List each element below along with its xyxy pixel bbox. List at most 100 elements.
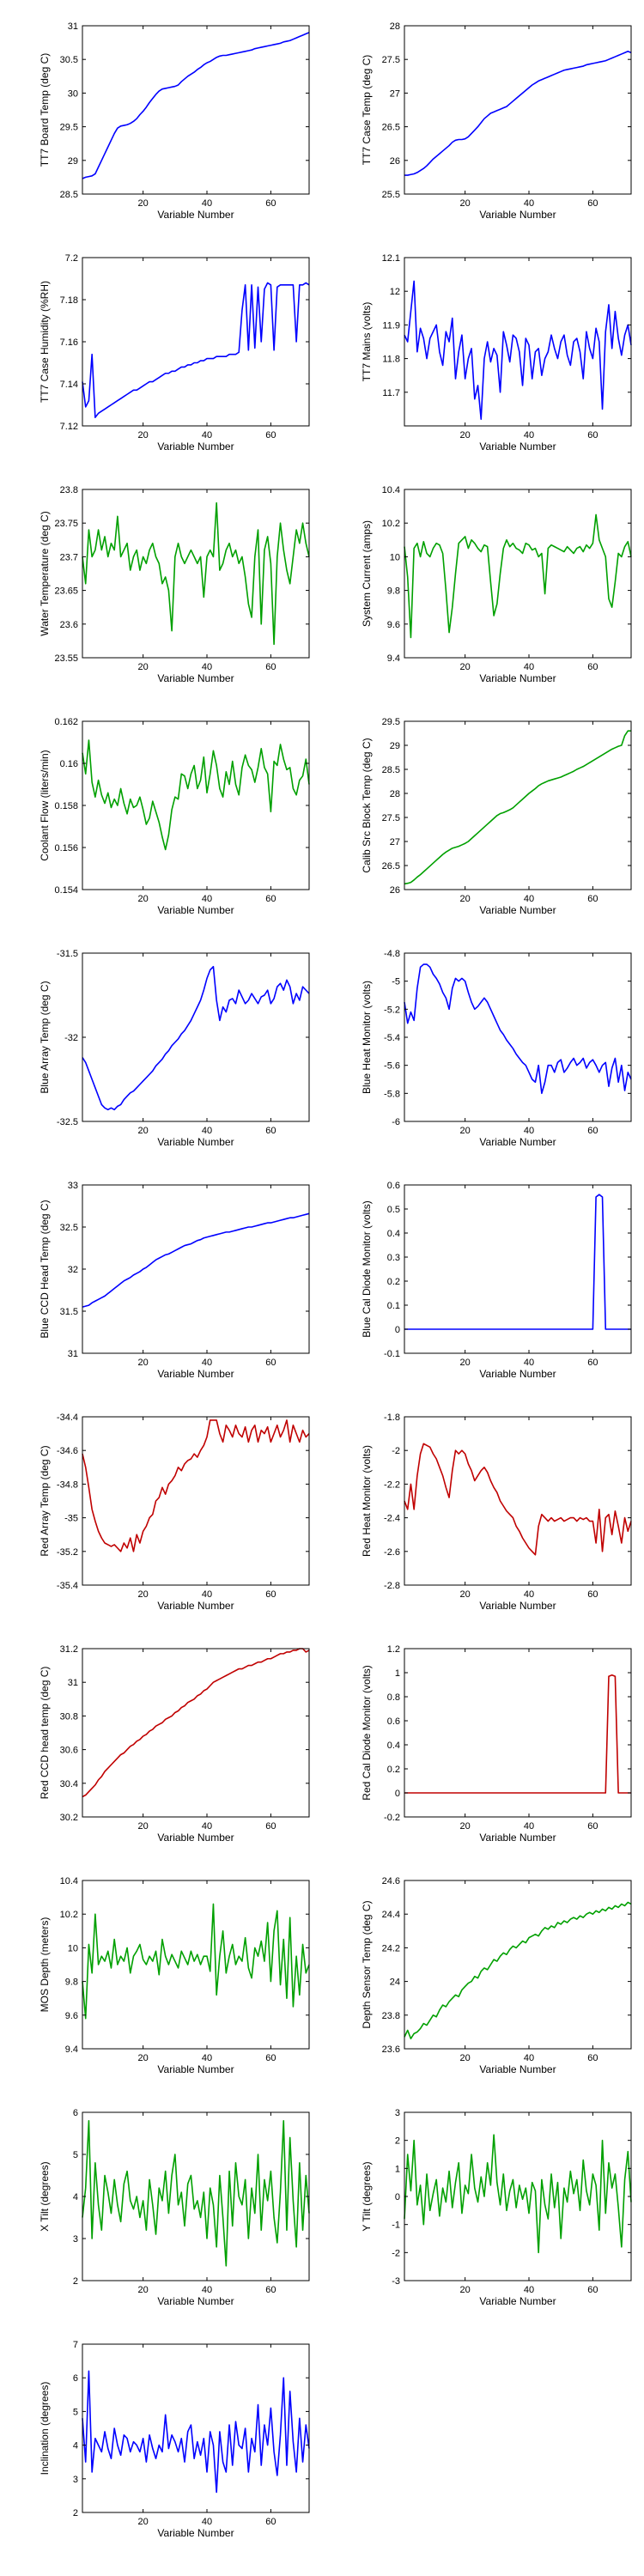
- chart-panel: 20 40 60 26 26.5 27 27.5 28 28.5 29 29.5 Variable N…: [322, 696, 644, 924]
- chart-svg: 20 40 60 9.4 9.6 9.8 10 10.2 10.4 Variable Number…: [39, 1876, 310, 2075]
- x-tick-label: 20: [138, 430, 149, 440]
- x-tick-label: 20: [138, 198, 149, 209]
- x-tick-label: 60: [587, 430, 598, 440]
- y-tick-label: -35.2: [57, 1547, 78, 1558]
- chart-svg: 20 40 60 2 3 4 5 6 7 Variable Number Inclination (…: [39, 2340, 310, 2539]
- y-tick-label: 26.5: [382, 861, 400, 872]
- y-tick-label: 31: [68, 21, 78, 32]
- x-tick-label: 20: [460, 1821, 471, 1832]
- x-tick-label: 20: [138, 1126, 149, 1136]
- y-axis-label: Calib Src Block Temp (deg C): [361, 738, 373, 872]
- x-tick-label: 60: [587, 1126, 598, 1136]
- y-tick-label: 3: [395, 2108, 400, 2118]
- y-tick-label: -1.8: [384, 1413, 400, 1423]
- y-tick-label: -2: [392, 2248, 400, 2258]
- x-axis-label: Variable Number: [157, 2063, 234, 2075]
- x-tick-label: 20: [138, 1358, 149, 1368]
- axes-frame: [82, 25, 310, 195]
- y-tick-label: 24: [390, 1978, 400, 1988]
- y-axis-label: Red Array Temp (deg C): [39, 1445, 51, 1556]
- y-axis-label: System Current (amps): [361, 520, 373, 627]
- y-tick-label: 0.8: [387, 1692, 400, 1703]
- y-tick-label: -2.2: [384, 1479, 400, 1490]
- series-line: [404, 2134, 632, 2254]
- y-tick-label: 28.5: [382, 765, 400, 775]
- y-axis-label: Inclination (degrees): [39, 2382, 51, 2476]
- x-tick-label: 60: [265, 1589, 276, 1600]
- x-axis-label: Variable Number: [479, 904, 556, 916]
- axes-frame: [404, 1880, 632, 2050]
- y-tick-label: 6: [73, 2108, 78, 2118]
- series-line: [82, 501, 310, 646]
- y-tick-label: 23.7: [60, 552, 78, 562]
- y-tick-label: -5.6: [384, 1061, 400, 1072]
- y-tick-label: 5: [73, 2150, 78, 2160]
- y-tick-label: 12: [390, 287, 400, 297]
- chart-panel: 20 40 60 7.12 7.14 7.16 7.18 7.2 Variable Number…: [0, 232, 322, 460]
- y-tick-label: 9.8: [387, 586, 400, 597]
- y-tick-label: -2: [392, 1446, 400, 1456]
- axes-frame: [82, 1648, 310, 1818]
- chart-svg: 20 40 60 25.5 26 26.5 27 27.5 28 Variable Number T…: [361, 21, 632, 221]
- x-tick-label: 20: [460, 2285, 471, 2295]
- x-tick-label: 40: [524, 662, 534, 672]
- y-tick-label: -5: [392, 977, 400, 987]
- y-tick-label: 30.2: [60, 1813, 78, 1823]
- y-tick-label: 30.4: [60, 1779, 78, 1789]
- y-axis-label: TT7 Board Temp (deg C): [39, 53, 51, 167]
- series-line: [404, 963, 632, 1095]
- y-axis-label: Coolant Flow (liters/min): [39, 750, 51, 860]
- y-tick-label: 0.6: [387, 1181, 400, 1191]
- y-tick-label: 26.5: [382, 123, 400, 133]
- x-tick-label: 60: [587, 1821, 598, 1832]
- y-tick-label: 7.2: [65, 253, 78, 264]
- x-tick-label: 20: [460, 894, 471, 904]
- x-tick-label: 40: [524, 1589, 534, 1600]
- x-tick-label: 20: [460, 662, 471, 672]
- axes-frame: [82, 1184, 310, 1354]
- axes-frame: [82, 2343, 310, 2513]
- y-tick-label: -35.4: [57, 1581, 78, 1591]
- y-tick-label: -32.5: [57, 1117, 78, 1127]
- series-line: [82, 1212, 310, 1308]
- axes-frame: [404, 720, 632, 890]
- y-axis-label: Blue Array Temp (deg C): [39, 981, 51, 1093]
- x-tick-label: 40: [524, 2053, 534, 2063]
- y-tick-label: 0: [395, 2192, 400, 2202]
- x-axis-label: Variable Number: [157, 2527, 234, 2539]
- chart-svg: 20 40 60 -3 -2 -1 0 1 2 3 Variable Number Y Tilt (d…: [361, 2108, 632, 2307]
- x-tick-label: 60: [265, 430, 276, 440]
- y-tick-label: 28.5: [60, 190, 78, 200]
- axes-frame: [82, 1416, 310, 1586]
- y-tick-label: 7.14: [60, 380, 78, 390]
- y-tick-label: 32.5: [60, 1223, 78, 1233]
- axes-frame: [82, 952, 310, 1122]
- x-tick-label: 60: [265, 2517, 276, 2527]
- y-tick-label: 11.8: [382, 355, 400, 365]
- series-line: [82, 965, 310, 1111]
- x-tick-label: 60: [265, 1821, 276, 1832]
- axes-frame: [82, 1880, 310, 2050]
- y-axis-label: Depth Sensor Temp (deg C): [361, 1900, 373, 2028]
- y-tick-label: 23.8: [382, 2011, 400, 2021]
- chart-panel: 20 40 60 0.154 0.156 0.158 0.16 0.162 Variable N…: [0, 696, 322, 924]
- y-tick-label: 1.2: [387, 1644, 400, 1655]
- y-tick-label: 0.158: [54, 801, 78, 811]
- y-tick-label: 29.5: [382, 717, 400, 727]
- x-axis-label: Variable Number: [157, 2295, 234, 2307]
- x-tick-label: 60: [265, 1358, 276, 1368]
- x-tick-label: 40: [202, 2285, 212, 2295]
- x-tick-label: 40: [202, 1821, 212, 1832]
- y-tick-label: 23.55: [54, 653, 78, 664]
- x-tick-label: 20: [138, 1589, 149, 1600]
- x-axis-label: Variable Number: [157, 904, 234, 916]
- y-tick-label: 12.1: [382, 253, 400, 264]
- x-tick-label: 40: [524, 894, 534, 904]
- x-axis-label: Variable Number: [157, 440, 234, 453]
- y-axis-label: TT7 Case Humidity (%RH): [39, 281, 51, 403]
- y-tick-label: 1: [395, 2164, 400, 2174]
- chart-svg: 20 40 60 9.4 9.6 9.8 10 10.2 10.4 Variable Number…: [361, 485, 632, 684]
- y-tick-label: -1: [392, 2221, 400, 2231]
- y-tick-label: 0.154: [54, 885, 78, 896]
- chart-panel: 20 40 60 -32.5 -32 -31.5 Variable Number Blue A…: [0, 927, 322, 1156]
